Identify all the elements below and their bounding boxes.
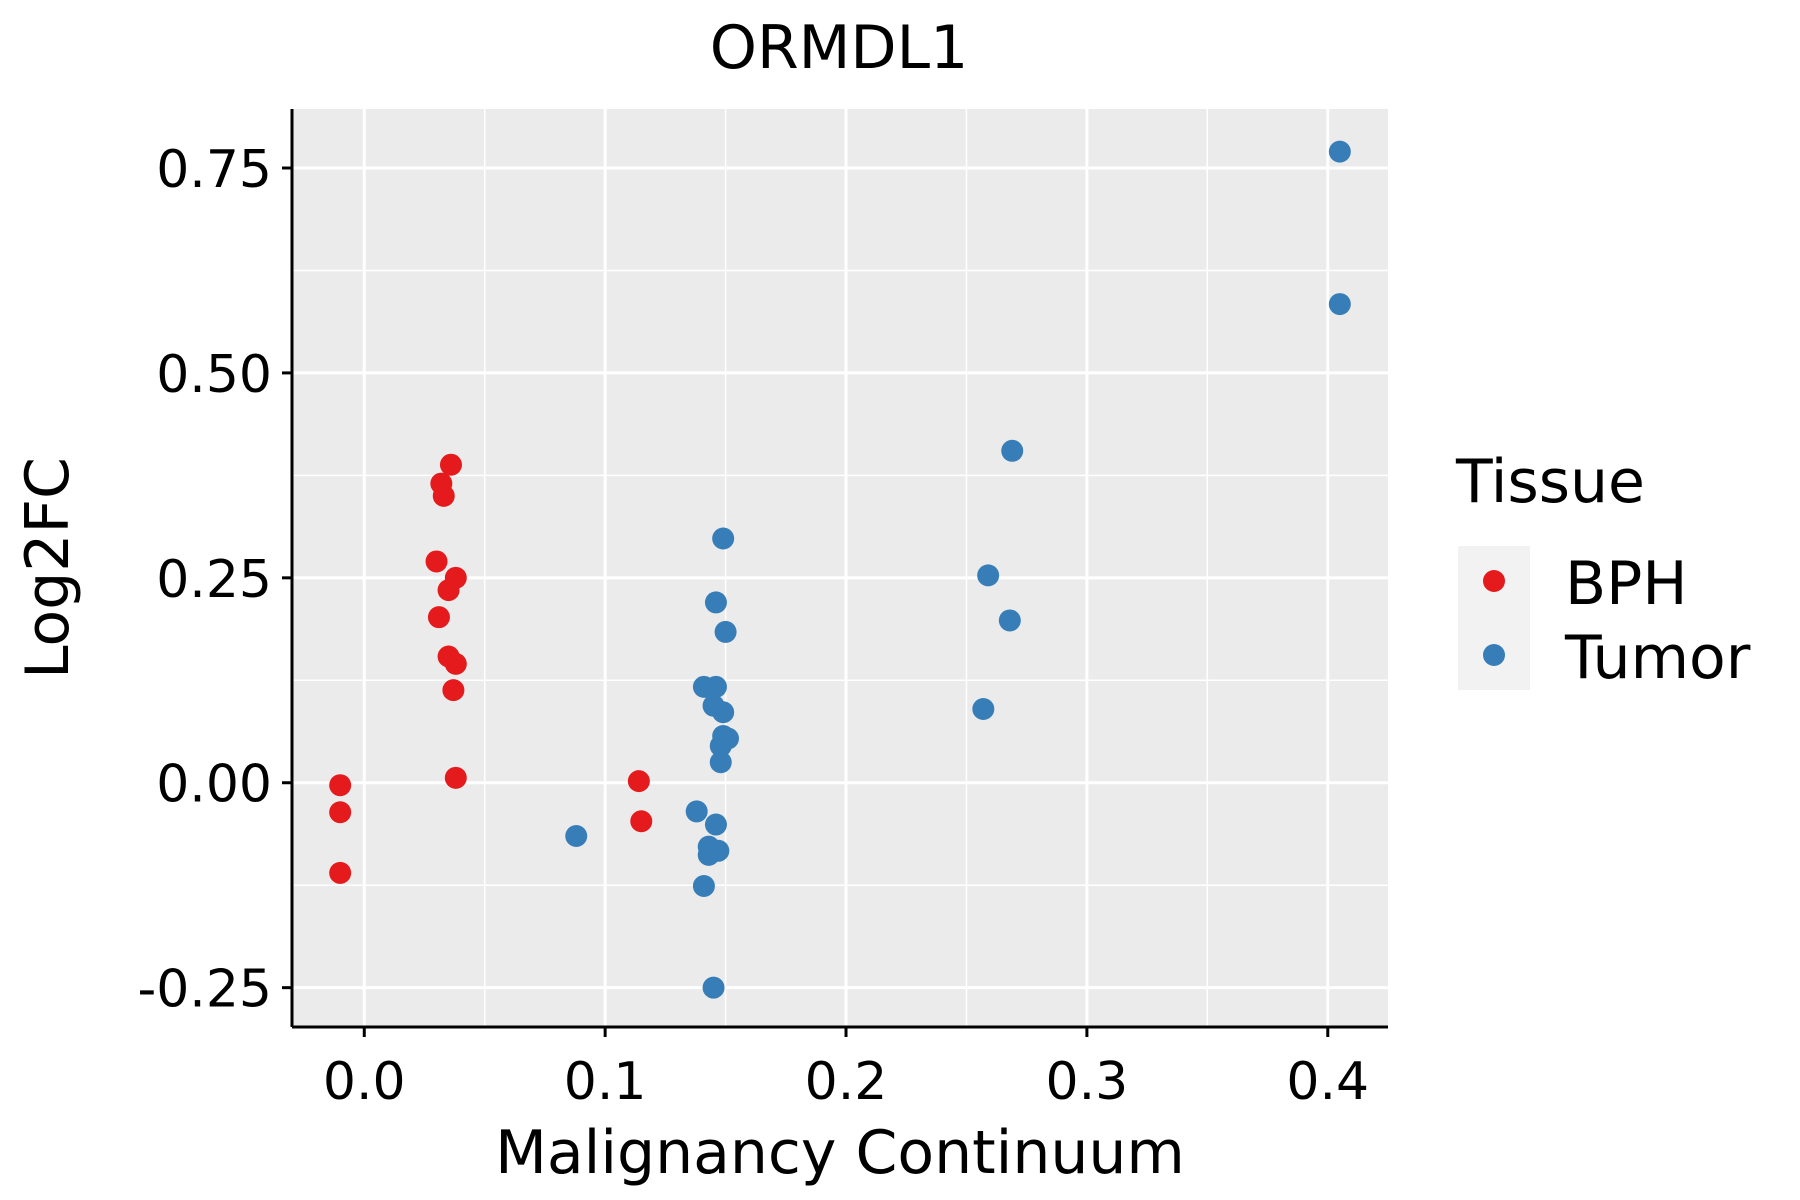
legend-key-tumor [1483, 644, 1505, 666]
x-tick-label: 0.3 [1046, 1052, 1129, 1112]
point-tumor [704, 591, 727, 614]
point-tumor [704, 675, 727, 698]
legend-key-bph [1483, 570, 1505, 592]
point-tumor [565, 825, 588, 848]
point-tumor [697, 843, 720, 866]
point-tumor [972, 697, 995, 720]
point-bph [329, 801, 352, 824]
major-gridlines [292, 109, 1388, 1027]
x-tick-label: 0.4 [1286, 1052, 1369, 1112]
y-tick-label: 0.25 [156, 550, 272, 610]
point-tumor [709, 751, 732, 774]
legend-key-background [1458, 546, 1530, 690]
legend-title: Tissue [1455, 447, 1645, 517]
x-axis-title: Malignancy Continuum [495, 1118, 1185, 1188]
point-bph [444, 652, 467, 675]
point-tumor [712, 527, 735, 550]
point-bph [627, 770, 650, 793]
legend-label-tumor: Tumor [1564, 623, 1751, 693]
point-tumor [1328, 293, 1351, 316]
point-tumor [709, 734, 732, 757]
point-tumor [702, 976, 725, 999]
point-bph [329, 861, 352, 884]
x-tick-label: 0.2 [805, 1052, 888, 1112]
point-tumor [977, 564, 1000, 587]
point-bph [439, 453, 462, 476]
y-tick-label: -0.25 [137, 960, 272, 1020]
point-tumor [685, 800, 708, 823]
y-tick-label: 0.50 [156, 345, 272, 405]
point-tumor [998, 609, 1021, 632]
point-bph [432, 484, 455, 507]
y-tick-label: 0.75 [156, 140, 272, 200]
plot-panel [292, 109, 1388, 1027]
point-tumor [712, 701, 735, 724]
x-axis-ticks: 0.0 0.1 0.2 0.3 0.4 [323, 1027, 1369, 1112]
minor-gridlines [292, 109, 1388, 1027]
point-bph [329, 774, 352, 797]
point-bph [444, 766, 467, 789]
x-tick-label: 0.1 [564, 1052, 647, 1112]
legend: Tissue BPH Tumor [1455, 447, 1751, 693]
point-tumor [714, 620, 737, 643]
x-tick-label: 0.0 [323, 1052, 406, 1112]
y-tick-label: 0.00 [156, 755, 272, 815]
point-tumor [692, 875, 715, 898]
point-bph [437, 579, 460, 602]
point-tumor [1001, 439, 1024, 462]
point-bph [442, 679, 465, 702]
point-bph [425, 550, 448, 573]
y-axis-ticks: -0.25 0.00 0.25 0.50 0.75 [137, 140, 292, 1020]
legend-label-bph: BPH [1565, 549, 1687, 619]
y-axis-title: Log2FC [13, 457, 83, 679]
data-points [329, 140, 1351, 999]
chart-title: ORMDL1 [710, 13, 969, 83]
point-bph [427, 606, 450, 629]
point-tumor [704, 813, 727, 836]
point-tumor [1328, 140, 1351, 163]
point-bph [630, 810, 653, 833]
